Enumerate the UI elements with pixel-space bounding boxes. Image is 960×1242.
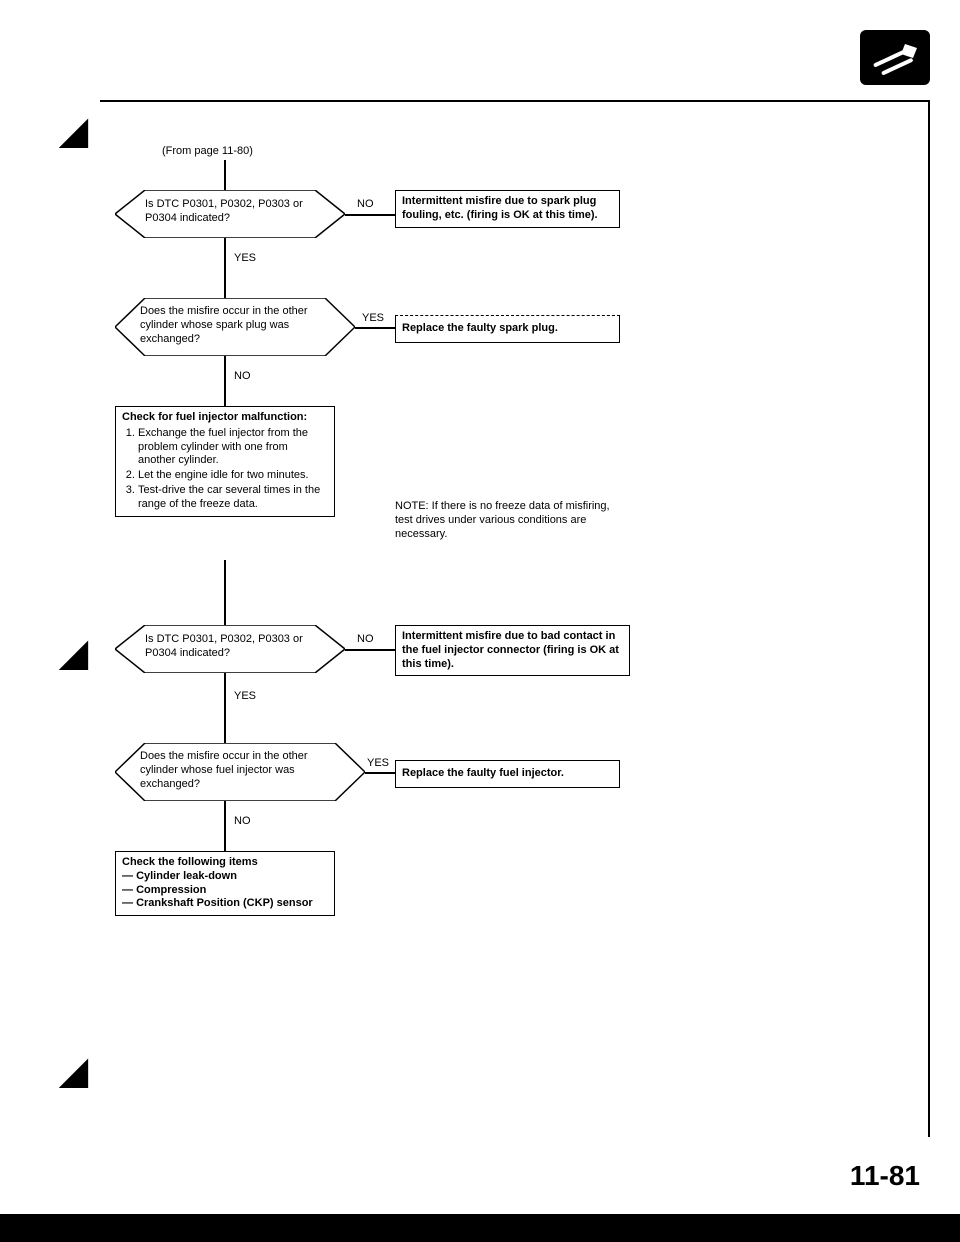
edge-label-no: NO xyxy=(355,198,376,210)
from-page-label: (From page 11-80) xyxy=(160,145,255,157)
result-intermittent-spark: Intermittent misfire due to spark plug f… xyxy=(395,190,620,228)
connector xyxy=(224,238,226,298)
step: Exchange the fuel injector from the prob… xyxy=(138,427,328,468)
bottom-band xyxy=(0,1214,960,1242)
edge-label-no: NO xyxy=(232,370,253,382)
connector xyxy=(345,649,395,651)
process-title: Check the following items xyxy=(122,856,258,868)
decision-text: Is DTC P0301, P0302, P0303 or P0304 indi… xyxy=(145,198,320,226)
connector xyxy=(345,214,395,216)
connector xyxy=(355,327,395,329)
edge-label-no: NO xyxy=(232,815,253,827)
edge-label-yes: YES xyxy=(365,757,391,769)
result-replace-injector: Replace the faulty fuel injector. xyxy=(395,760,620,788)
result-intermittent-injector: Intermittent misfire due to bad contact … xyxy=(395,625,630,676)
decision-text: Does the misfire occur in the other cyli… xyxy=(140,305,335,346)
process-steps: Exchange the fuel injector from the prob… xyxy=(122,427,328,512)
connector xyxy=(224,560,226,625)
edge-label-yes: YES xyxy=(232,690,258,702)
decision-text: Is DTC P0301, P0302, P0303 or P0304 indi… xyxy=(145,633,320,661)
connector xyxy=(224,801,226,851)
connector xyxy=(224,673,226,743)
decision-text: Does the misfire occur in the other cyli… xyxy=(140,750,345,791)
step: Let the engine idle for two minutes. xyxy=(138,469,328,483)
item: Crankshaft Position (CKP) sensor xyxy=(136,897,313,909)
item: Compression xyxy=(136,884,206,896)
process-check-fuel-injector: Check for fuel injector malfunction: Exc… xyxy=(115,406,335,517)
connector xyxy=(224,160,226,190)
step: Test-drive the car several times in the … xyxy=(138,484,328,512)
connector xyxy=(365,772,395,774)
edge-label-yes: YES xyxy=(360,312,386,324)
connector xyxy=(224,356,226,406)
process-check-following: Check the following items — Cylinder lea… xyxy=(115,851,335,916)
item: Cylinder leak-down xyxy=(136,870,237,882)
page: ◢ ◢ ◢ (From page 11-80) Is DTC P0301, P0… xyxy=(0,0,960,1242)
flowchart: (From page 11-80) Is DTC P0301, P0302, P… xyxy=(0,0,960,1242)
process-title: Check for fuel injector malfunction: xyxy=(122,411,307,423)
result-replace-spark-plug: Replace the faulty spark plug. xyxy=(395,315,620,343)
edge-label-no: NO xyxy=(355,633,376,645)
note-text: NOTE: If there is no freeze data of misf… xyxy=(395,500,620,541)
page-number: 11-81 xyxy=(850,1160,920,1192)
edge-label-yes: YES xyxy=(232,252,258,264)
